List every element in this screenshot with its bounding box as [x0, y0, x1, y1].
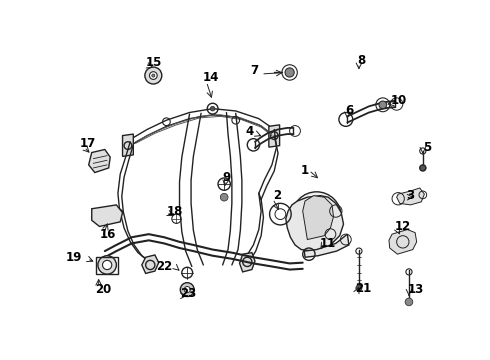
- Text: 5: 5: [423, 141, 431, 154]
- Polygon shape: [303, 195, 334, 239]
- Text: 22: 22: [156, 260, 172, 273]
- Circle shape: [379, 101, 387, 109]
- Circle shape: [300, 199, 334, 233]
- Text: 15: 15: [146, 56, 162, 69]
- Text: 6: 6: [345, 104, 353, 117]
- Circle shape: [145, 67, 162, 84]
- Text: 16: 16: [99, 228, 116, 240]
- Text: 3: 3: [407, 189, 415, 202]
- Polygon shape: [286, 195, 343, 251]
- Text: 9: 9: [222, 171, 231, 184]
- Polygon shape: [389, 230, 416, 254]
- Text: 18: 18: [167, 204, 183, 217]
- Text: 2: 2: [273, 189, 281, 202]
- Circle shape: [420, 165, 426, 171]
- Text: 23: 23: [180, 287, 196, 300]
- Text: 1: 1: [301, 164, 309, 177]
- Circle shape: [313, 213, 320, 220]
- Text: 14: 14: [203, 71, 219, 84]
- Circle shape: [405, 298, 413, 306]
- Text: 13: 13: [408, 283, 424, 296]
- Circle shape: [180, 283, 194, 297]
- Polygon shape: [304, 234, 349, 257]
- Circle shape: [102, 260, 112, 270]
- Polygon shape: [89, 149, 110, 172]
- Circle shape: [292, 192, 341, 241]
- Circle shape: [210, 106, 215, 111]
- Circle shape: [152, 74, 155, 77]
- Circle shape: [285, 68, 294, 77]
- Polygon shape: [92, 205, 122, 226]
- Circle shape: [220, 193, 228, 201]
- Text: 10: 10: [391, 94, 407, 107]
- Text: 12: 12: [395, 220, 412, 233]
- Polygon shape: [397, 188, 424, 205]
- Polygon shape: [269, 125, 280, 147]
- Circle shape: [98, 256, 117, 274]
- Text: 4: 4: [245, 125, 253, 138]
- Text: 17: 17: [79, 137, 96, 150]
- Text: 20: 20: [95, 283, 111, 296]
- Text: 21: 21: [355, 282, 371, 294]
- Polygon shape: [142, 255, 159, 274]
- Circle shape: [184, 287, 190, 293]
- Text: 19: 19: [65, 251, 82, 264]
- Polygon shape: [122, 134, 133, 156]
- Circle shape: [356, 285, 362, 291]
- Text: 7: 7: [251, 64, 259, 77]
- Text: 8: 8: [357, 54, 366, 67]
- Text: 11: 11: [319, 237, 336, 250]
- Polygon shape: [240, 253, 255, 272]
- Circle shape: [149, 72, 157, 80]
